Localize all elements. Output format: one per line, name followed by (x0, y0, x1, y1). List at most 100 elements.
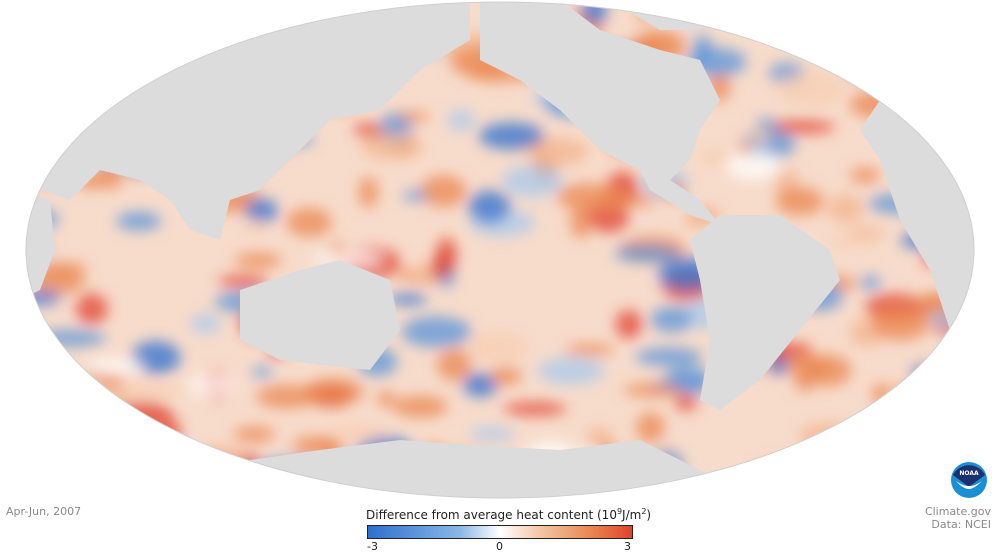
anomaly-patch (749, 125, 772, 146)
anomaly-patch (796, 466, 815, 498)
anomaly-patch (26, 9, 64, 39)
anomaly-patch (111, 401, 173, 431)
anomaly-patch (353, 123, 384, 138)
anomaly-patch (585, 427, 613, 446)
anomaly-patch (725, 150, 782, 180)
anomaly-patch (86, 358, 145, 375)
anomaly-patch (225, 453, 262, 474)
anomaly-patch (302, 378, 364, 405)
anomaly-patch (251, 366, 274, 378)
anomaly-patch (26, 471, 59, 488)
anomaly-patch (34, 329, 106, 347)
anomaly-patch (766, 120, 836, 134)
land-south-america (690, 215, 840, 410)
anomaly-patch (244, 220, 266, 235)
anomaly-patch (803, 354, 852, 387)
anomaly-patch (775, 187, 824, 216)
period-label: Apr-Jun, 2007 (6, 505, 82, 518)
legend-tick-max: 3 (624, 540, 631, 553)
legend-tick-mid: 0 (496, 540, 503, 553)
anomaly-patch (436, 348, 472, 381)
anomaly-patch (537, 357, 605, 385)
anomaly-patch (565, 344, 615, 356)
anomaly-patch (871, 306, 930, 341)
anomaly-patch (614, 244, 680, 263)
anomaly-patch (190, 372, 235, 399)
land-australia (240, 260, 400, 370)
anomaly-patch (387, 293, 428, 306)
anomaly-patch (429, 254, 455, 277)
anomaly-patch (527, 137, 589, 166)
land-north-america (480, 2, 720, 225)
ocean-heat-map (25, 1, 975, 499)
anomaly-patch (286, 207, 332, 237)
anomaly-patch (478, 122, 545, 150)
anomaly-patch (872, 410, 931, 436)
anomaly-patch (489, 367, 523, 386)
anomaly-patch (925, 431, 955, 446)
anomaly-patch (34, 381, 107, 395)
anomaly-patch (35, 97, 98, 109)
anomaly-patch (776, 72, 846, 107)
anomaly-patch (31, 118, 55, 137)
anomaly-patch (90, 382, 127, 409)
anomaly-patch (650, 306, 693, 333)
color-legend: Difference from average heat content (10… (366, 507, 652, 553)
anomaly-patch (697, 148, 734, 166)
anomaly-patch (27, 382, 55, 395)
anomaly-patch (245, 198, 278, 224)
anomaly-patch (615, 309, 643, 339)
anomaly-patch (912, 364, 934, 382)
legend-tick-min: -3 (367, 540, 378, 553)
anomaly-patch (129, 433, 162, 464)
anomaly-patch (447, 110, 476, 131)
anomaly-patch (358, 176, 378, 209)
anomaly-patch (846, 64, 870, 80)
anomaly-patch (860, 275, 881, 290)
anomaly-patch (217, 275, 269, 288)
anomaly-patch (26, 151, 59, 171)
anomaly-patch (635, 347, 703, 366)
anomaly-patch (468, 190, 511, 224)
anomaly-patch (92, 427, 113, 439)
land-antarctica (220, 440, 760, 498)
noaa-logo: NOAA (951, 462, 987, 498)
anomaly-patch (161, 17, 230, 51)
anomaly-patch (861, 416, 909, 439)
anomaly-patch (636, 412, 666, 443)
anomaly-patch (76, 293, 108, 325)
anomaly-patch (401, 316, 472, 348)
anomaly-patch (501, 165, 563, 198)
anomaly-patch (71, 99, 97, 114)
anomaly-patch (939, 2, 961, 26)
anomaly-patch (255, 384, 318, 409)
anomaly-patch (233, 426, 276, 443)
anomaly-patch (65, 4, 90, 19)
anomaly-patch (844, 448, 883, 482)
anomaly-patch (692, 34, 713, 66)
anomaly-patch (798, 422, 860, 451)
anomaly-patch (151, 15, 194, 37)
anomaly-patch (895, 383, 946, 396)
anomaly-patch (570, 204, 592, 239)
anomaly-patch (330, 424, 388, 441)
anomaly-patch (467, 331, 528, 364)
anomaly-patch (912, 43, 974, 56)
legend-title: Difference from average heat content (10… (366, 507, 652, 522)
anomaly-patch (503, 402, 567, 416)
anomaly-patch (896, 423, 947, 456)
anomaly-patch (826, 194, 865, 224)
anomaly-patch (160, 441, 180, 464)
anomaly-patch (933, 13, 974, 37)
anomaly-patch (148, 2, 210, 35)
anomaly-patch (469, 427, 515, 442)
anomaly-patch (116, 211, 162, 231)
anomaly-patch (361, 133, 424, 160)
credits: Climate.gov Data: NCEI (925, 505, 991, 531)
anomaly-patch (949, 105, 974, 126)
anomaly-patch (827, 235, 877, 248)
anomaly-patch (114, 382, 181, 399)
anomaly-patch (376, 391, 396, 407)
anomaly-patch (876, 25, 927, 43)
anomaly-patch (37, 262, 88, 274)
